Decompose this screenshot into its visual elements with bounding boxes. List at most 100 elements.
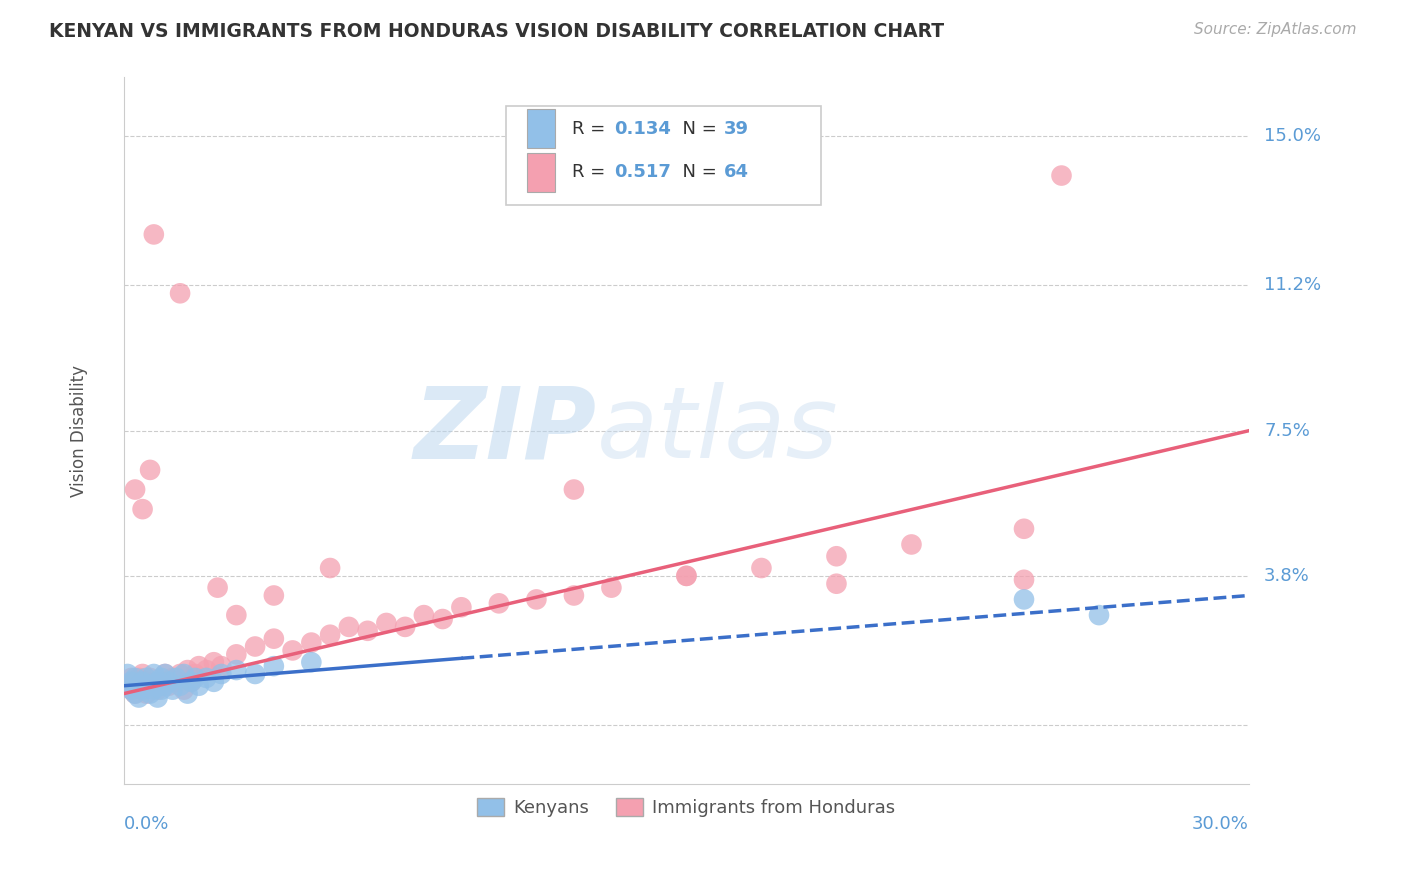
Text: 39: 39 (724, 120, 748, 137)
Point (117, 667, 139, 681)
Point (117, 679, 139, 693)
Point (150, 682, 173, 697)
Point (124, 671, 146, 685)
Point (195, 663, 218, 677)
Point (131, 682, 153, 697)
Point (120, 674, 142, 689)
Point (153, 667, 176, 681)
Point (202, 674, 225, 689)
Point (207, 581, 229, 595)
Point (169, 286, 191, 301)
Text: 3.8%: 3.8% (1264, 567, 1310, 585)
Point (356, 624, 378, 638)
Point (432, 612, 454, 626)
Point (825, 576, 848, 591)
Legend: Kenyans, Immigrants from Honduras: Kenyans, Immigrants from Honduras (470, 790, 903, 824)
Point (139, 463, 162, 477)
Point (173, 682, 195, 697)
Text: 30.0%: 30.0% (1192, 815, 1249, 833)
Point (243, 640, 266, 654)
Point (450, 600, 472, 615)
Text: ZIP: ZIP (413, 382, 596, 479)
Point (184, 671, 207, 685)
Point (157, 674, 180, 689)
Point (562, 589, 585, 603)
Point (124, 687, 146, 701)
Point (124, 674, 146, 689)
Point (120, 682, 142, 697)
Point (825, 549, 848, 564)
Point (153, 679, 176, 693)
FancyBboxPatch shape (506, 105, 821, 204)
Point (131, 674, 153, 689)
Point (131, 667, 153, 681)
Point (128, 679, 150, 693)
Point (142, 679, 165, 693)
Point (337, 620, 360, 634)
Point (562, 483, 585, 497)
Point (135, 671, 157, 685)
Point (281, 643, 304, 657)
Point (120, 671, 142, 685)
Point (195, 671, 218, 685)
Point (139, 671, 162, 685)
Point (1088, 608, 1111, 623)
Text: 0.517: 0.517 (614, 163, 671, 181)
Point (1012, 573, 1035, 587)
Point (162, 671, 184, 685)
Point (135, 687, 157, 701)
Point (124, 687, 146, 701)
Point (1012, 522, 1035, 536)
Point (131, 682, 153, 697)
Point (202, 655, 225, 669)
Point (675, 569, 697, 583)
Text: Source: ZipAtlas.com: Source: ZipAtlas.com (1194, 22, 1357, 37)
Point (225, 648, 247, 662)
Point (299, 635, 322, 649)
Text: R =: R = (572, 120, 610, 137)
Point (142, 667, 165, 681)
Point (187, 659, 209, 673)
Point (209, 667, 232, 681)
Point (146, 690, 169, 705)
Point (299, 655, 322, 669)
Point (225, 608, 247, 623)
Point (165, 671, 187, 685)
FancyBboxPatch shape (527, 110, 555, 148)
Point (142, 227, 165, 242)
Point (131, 502, 153, 516)
Point (165, 674, 187, 689)
Point (263, 659, 285, 673)
Point (263, 589, 285, 603)
Point (243, 667, 266, 681)
Point (142, 682, 165, 697)
Text: 7.5%: 7.5% (1264, 422, 1310, 440)
Text: Vision Disability: Vision Disability (70, 365, 87, 497)
Point (180, 674, 202, 689)
Point (675, 569, 697, 583)
Point (176, 663, 198, 677)
Point (162, 682, 184, 697)
Point (135, 674, 157, 689)
Point (150, 671, 173, 685)
Text: R =: R = (572, 163, 610, 181)
Point (900, 537, 922, 551)
Point (139, 679, 162, 693)
Text: 64: 64 (724, 163, 748, 181)
Text: 0.0%: 0.0% (124, 815, 169, 833)
Point (135, 679, 157, 693)
Point (173, 667, 195, 681)
Text: atlas: atlas (596, 382, 838, 479)
Point (1050, 169, 1073, 183)
Point (128, 690, 150, 705)
Point (184, 667, 207, 681)
Point (153, 667, 176, 681)
Text: 11.2%: 11.2% (1264, 277, 1322, 294)
Point (526, 592, 548, 607)
Point (225, 663, 247, 677)
Point (124, 483, 146, 497)
Point (157, 679, 180, 693)
Point (146, 674, 169, 689)
Point (128, 679, 150, 693)
Point (180, 674, 202, 689)
